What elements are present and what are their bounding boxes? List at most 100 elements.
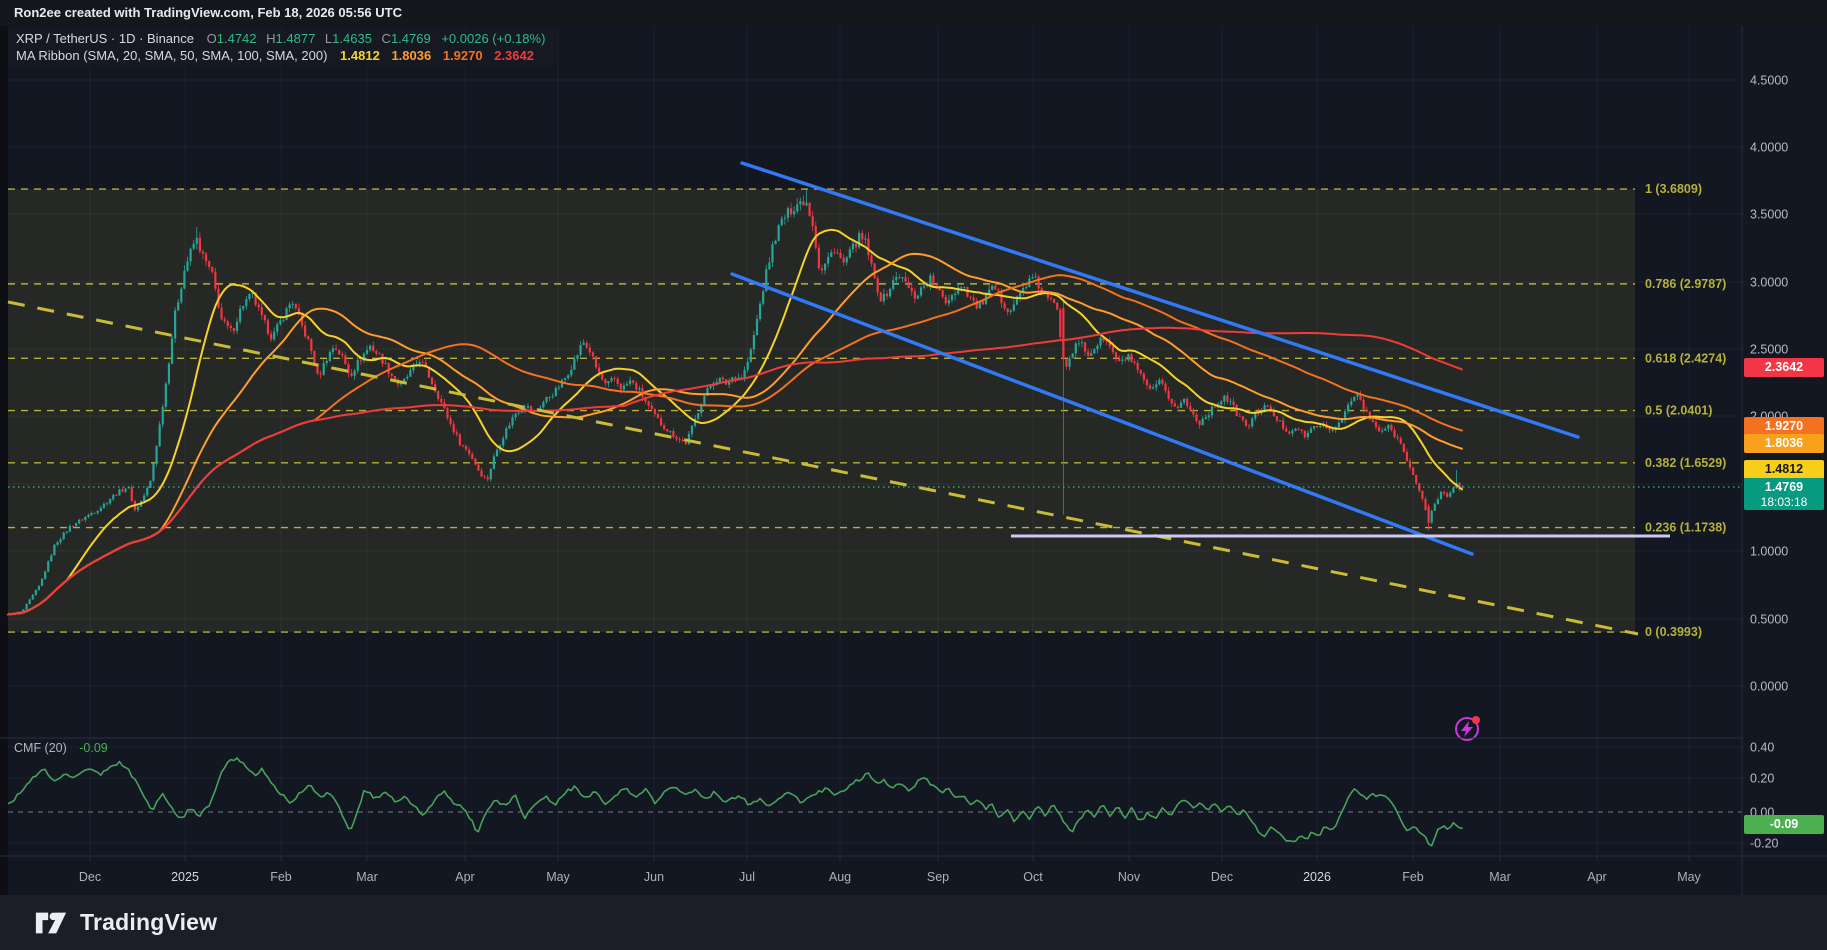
- candle-body: [87, 514, 90, 517]
- candle-body: [1337, 422, 1340, 428]
- sma50-price-tag: 1.8036: [1744, 434, 1824, 453]
- price-axis-label[interactable]: 0.0000: [1750, 680, 1788, 694]
- price-axis-label[interactable]: 0.5000: [1750, 613, 1788, 627]
- time-axis-label[interactable]: Jun: [644, 870, 664, 884]
- notification-dot: [1472, 716, 1480, 724]
- candle-body: [251, 292, 254, 294]
- cmf-indicator-legend[interactable]: CMF (20) -0.09: [14, 741, 108, 755]
- time-axis-label[interactable]: Feb: [270, 870, 292, 884]
- time-axis-label[interactable]: Sep: [927, 870, 949, 884]
- candle-body: [1436, 499, 1439, 505]
- candle-body: [331, 348, 335, 352]
- candle-body: [1114, 352, 1118, 359]
- candle-body: [622, 385, 626, 390]
- time-axis-label[interactable]: Aug: [829, 870, 851, 884]
- price-axis-label[interactable]: 3.0000: [1750, 276, 1788, 290]
- sma20-price-tag: 1.4812: [1744, 460, 1824, 479]
- cmf-axis-label[interactable]: 0.40: [1750, 741, 1774, 755]
- candle-body: [582, 342, 585, 345]
- candle-body: [186, 261, 189, 271]
- time-axis-label[interactable]: Mar: [356, 870, 378, 884]
- candle-body: [276, 324, 279, 332]
- low-label: L: [324, 31, 333, 46]
- candle-body: [675, 437, 678, 440]
- candle-body: [297, 308, 301, 315]
- time-axis-label[interactable]: Dec: [79, 870, 101, 884]
- tradingview-brand-text[interactable]: TradingView: [80, 909, 218, 935]
- candle-body: [1359, 394, 1362, 400]
- price-axis-label[interactable]: 3.5000: [1750, 208, 1788, 222]
- candle-body: [991, 285, 994, 290]
- candle-body: [653, 408, 656, 415]
- candle-body: [220, 307, 223, 320]
- time-axis-label[interactable]: Dec: [1211, 870, 1233, 884]
- candle-body: [953, 293, 957, 296]
- price-axis-label[interactable]: 1.0000: [1750, 545, 1788, 559]
- price-axis-label[interactable]: 4.5000: [1750, 74, 1788, 88]
- candle-body: [81, 519, 84, 521]
- candle-body: [892, 280, 895, 289]
- time-axis-label[interactable]: Nov: [1118, 870, 1141, 884]
- candle-body: [1049, 297, 1053, 299]
- candle-body: [1111, 346, 1115, 353]
- candle-body: [1439, 492, 1443, 500]
- price-axis-label[interactable]: 4.0000: [1750, 141, 1788, 155]
- candle-body: [468, 449, 471, 454]
- time-axis-label[interactable]: May: [1677, 870, 1701, 884]
- candle-body: [384, 363, 387, 365]
- candle-body: [334, 348, 338, 350]
- candle-body: [102, 503, 106, 508]
- ma-ribbon-title[interactable]: MA Ribbon (SMA, 20, SMA, 50, SMA, 100, S…: [16, 48, 328, 63]
- candle-body: [430, 377, 434, 385]
- candle-body: [907, 281, 910, 288]
- chart-legend[interactable]: XRP / TetherUS · 1D · Binance O1.4742 H1…: [8, 28, 558, 68]
- candle-body: [1220, 401, 1223, 405]
- candle-body: [375, 350, 378, 354]
- candle-body: [84, 516, 87, 520]
- candle-body: [195, 237, 198, 244]
- candle-body: [737, 377, 740, 380]
- fib-level-label: 0.382 (1.6529): [1645, 456, 1726, 470]
- time-axis-label[interactable]: 2025: [171, 870, 199, 884]
- price-axis-label[interactable]: 2.5000: [1750, 343, 1788, 357]
- candle-body: [1266, 405, 1269, 407]
- candle-body: [1365, 409, 1368, 412]
- candle-body: [1139, 369, 1142, 374]
- candle-body: [684, 441, 687, 445]
- time-axis-label[interactable]: Jul: [739, 870, 755, 884]
- time-axis-label[interactable]: Apr: [455, 870, 474, 884]
- candle-body: [793, 211, 796, 215]
- candle-body: [690, 425, 694, 434]
- candle-body: [31, 594, 34, 600]
- candle-body: [706, 388, 709, 396]
- tradingview-logo-icon[interactable]: [34, 909, 68, 937]
- cmf-axis-label[interactable]: -0.20: [1750, 837, 1779, 851]
- candle-body: [526, 406, 530, 408]
- time-axis-label[interactable]: Feb: [1402, 870, 1424, 884]
- sma200-price-tag: 2.3642: [1744, 358, 1824, 377]
- candle-body: [923, 285, 926, 288]
- time-axis-label[interactable]: Oct: [1023, 870, 1043, 884]
- time-axis-label[interactable]: Mar: [1489, 870, 1511, 884]
- symbol-title[interactable]: XRP / TetherUS · 1D · Binance: [16, 31, 194, 46]
- candle-body: [557, 387, 561, 389]
- cmf-title[interactable]: CMF (20): [14, 741, 67, 755]
- candle-body: [938, 287, 941, 291]
- candle-body: [1152, 387, 1155, 389]
- candle-body: [1381, 430, 1384, 432]
- candle-body: [882, 293, 885, 302]
- time-axis-label[interactable]: May: [546, 870, 570, 884]
- candle-body: [1099, 337, 1102, 346]
- candle-body: [1316, 426, 1319, 428]
- candle-body: [628, 380, 632, 384]
- candle-body: [1071, 353, 1074, 359]
- cmf-axis-label[interactable]: 0.20: [1750, 772, 1774, 786]
- candle-body: [1223, 395, 1226, 402]
- time-axis-label[interactable]: Apr: [1587, 870, 1606, 884]
- candle-body: [1077, 343, 1080, 345]
- candle-body: [981, 301, 985, 305]
- candle-body: [71, 526, 75, 527]
- time-axis-label[interactable]: 2026: [1303, 870, 1331, 884]
